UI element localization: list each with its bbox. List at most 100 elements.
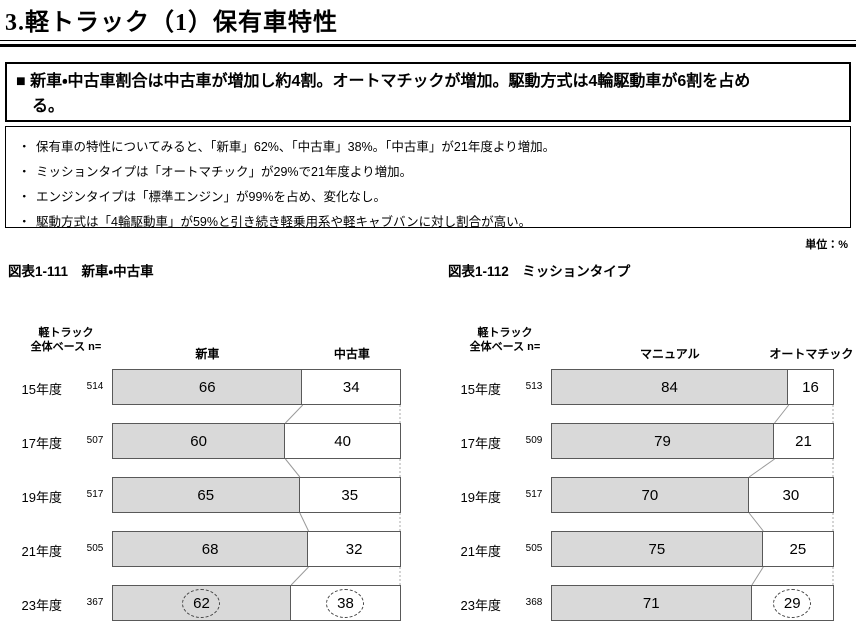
n-value: 507 — [86, 435, 104, 446]
connector-line — [285, 458, 301, 478]
year-label: 21年度 — [460, 544, 501, 559]
connector-line — [748, 512, 764, 532]
chart-title: 図表1-112 ミッションタイプ — [448, 264, 631, 279]
connector-lines — [748, 404, 834, 586]
bar-value: 84 — [661, 378, 678, 396]
bar-value: 25 — [789, 540, 807, 558]
base-label-line: 全体ベース n= — [30, 341, 102, 353]
connector-line — [290, 566, 309, 586]
stacked-bar-row: 75 25 — [551, 531, 834, 567]
year-label: 17年度 — [460, 436, 501, 451]
bullet-item: ・ ミッションタイプは「オートマチック」が29%で21年度より増加。 — [18, 160, 840, 185]
bar-segment: 60 — [113, 424, 286, 458]
year-label: 17年度 — [21, 436, 62, 451]
bar-value: 62 — [193, 594, 210, 612]
base-label-line: 軽トラック — [477, 327, 533, 339]
bar-value: 32 — [345, 540, 363, 558]
bar-segment: 62 — [113, 586, 291, 620]
bar-value: 60 — [190, 432, 207, 450]
n-value: 505 — [525, 543, 543, 554]
year-label: 19年度 — [21, 490, 62, 505]
bar-segment: 29 — [751, 586, 833, 620]
connector-lines — [285, 404, 401, 586]
charts-area: 図表1-111 新車・中古車 軽トラック 全体ベース n= 新車 中古車 15年度… — [0, 255, 856, 634]
year-label: 15年度 — [460, 382, 501, 397]
n-value: 368 — [525, 597, 543, 608]
n-value: 517 — [86, 489, 104, 500]
page-title: 3.軽トラック（1）保有車特性 — [5, 10, 338, 36]
n-value: 367 — [86, 597, 104, 608]
bar-value: 71 — [642, 594, 660, 612]
bar-segment: 71 — [552, 586, 752, 620]
stacked-bar-row: 68 32 — [112, 531, 401, 567]
series-header-label: オートマチック — [769, 347, 854, 361]
connector-line — [751, 566, 764, 586]
n-value: 514 — [86, 381, 104, 392]
bar-value: 75 — [648, 540, 666, 558]
bar-value: 30 — [782, 486, 800, 504]
bullet-icon: ・ — [18, 215, 31, 229]
bar-segment: 16 — [788, 370, 833, 404]
bullet-item: ・ エンジンタイプは「標準エンジン」が99%を占め、変化なし。 — [18, 185, 840, 210]
bar-segment: 34 — [302, 370, 400, 404]
bar-value: 40 — [334, 432, 351, 450]
bar-segment: 70 — [552, 478, 749, 512]
connector-line — [774, 404, 790, 424]
bullet-icon: ・ — [18, 165, 31, 179]
base-label: 軽トラック 全体ベース n= — [20, 326, 112, 354]
year-label: 19年度 — [460, 490, 501, 505]
dashed-circle: 38 — [326, 588, 365, 618]
n-value: 517 — [525, 489, 543, 500]
unit-label: 単位：% — [805, 239, 848, 251]
base-label-line: 軽トラック — [38, 327, 94, 339]
year-label: 21年度 — [21, 544, 62, 559]
dashed-circle: 62 — [182, 588, 221, 618]
n-value: 513 — [525, 381, 543, 392]
bullet-text: ミッションタイプは「オートマチック」が29%で21年度より増加。 — [36, 165, 413, 179]
bar-value: 68 — [201, 540, 219, 558]
stacked-bar-row: 71 29 — [551, 585, 834, 621]
stacked-bar-row: 66 34 — [112, 369, 401, 405]
bullet-item: ・ 駆動方式は「4輪駆動車」が59%と引き続き軽乗用系や軽キャブバンに対し割合が… — [18, 210, 840, 235]
chart-title: 図表1-111 新車・中古車 — [8, 264, 154, 279]
bar-segment: 68 — [113, 532, 309, 566]
stacked-bar-row: 84 16 — [551, 369, 834, 405]
bar-segment: 32 — [308, 532, 400, 566]
bar-segment: 30 — [748, 478, 833, 512]
year-label: 23年度 — [460, 598, 501, 613]
year-label: 23年度 — [21, 598, 62, 613]
bar-segment: 38 — [290, 586, 400, 620]
connector-line — [299, 512, 309, 532]
title-underline — [0, 40, 856, 47]
series-header-label: マニュアル — [640, 347, 700, 361]
bar-segment: 40 — [285, 424, 400, 458]
chart-new-vs-used: 図表1-111 新車・中古車 軽トラック 全体ベース n= 新車 中古車 15年度… — [0, 255, 428, 634]
bar-segment: 25 — [762, 532, 833, 566]
bar-value: 66 — [198, 378, 216, 396]
bar-segment: 65 — [113, 478, 300, 512]
bar-segment: 66 — [113, 370, 303, 404]
stacked-bar-row: 65 35 — [112, 477, 401, 513]
bar-value: 65 — [197, 486, 215, 504]
stacked-bar-row: 79 21 — [551, 423, 834, 459]
summary-bullets-box: ・ 保有車の特性についてみると、「新車」62%、「中古車」38%。「中古車」が2… — [5, 126, 851, 229]
bar-value: 79 — [654, 432, 671, 450]
bullet-icon: ・ — [18, 190, 31, 204]
base-label-line: 全体ベース n= — [469, 341, 541, 353]
bar-segment: 79 — [552, 424, 774, 458]
n-value: 509 — [525, 435, 543, 446]
year-label: 15年度 — [21, 382, 62, 397]
stacked-bar-row: 70 30 — [551, 477, 834, 513]
bullet-item: ・ 保有車の特性についてみると、「新車」62%、「中古車」38%。「中古車」が2… — [18, 135, 840, 160]
bar-segment: 21 — [773, 424, 833, 458]
bar-value: 70 — [641, 486, 659, 504]
dashed-circle: 29 — [773, 588, 812, 618]
chart-transmission-type: 図表1-112 ミッションタイプ 軽トラック 全体ベース n= マニュアル オート… — [428, 255, 856, 634]
summary-headline-line1: ■ 新車・中古車割合は中古車が増加し約4割。オートマチックが増加。駆動方式は4輪… — [16, 73, 751, 90]
connector-line — [748, 458, 775, 478]
series-header-label: 新車 — [195, 347, 220, 361]
bar-segment: 35 — [299, 478, 400, 512]
bar-value: 16 — [802, 378, 819, 396]
bar-value: 29 — [783, 594, 801, 612]
